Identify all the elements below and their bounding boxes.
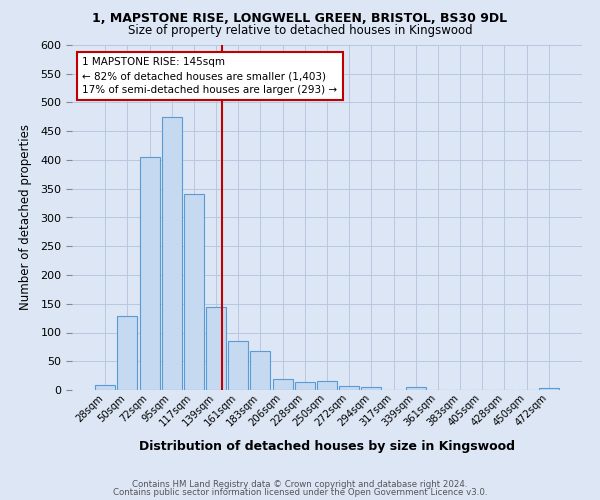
Bar bbox=[317, 381, 337, 390]
Bar bbox=[539, 388, 559, 390]
Text: Contains HM Land Registry data © Crown copyright and database right 2024.: Contains HM Land Registry data © Crown c… bbox=[132, 480, 468, 489]
Bar bbox=[95, 386, 115, 390]
Text: 1, MAPSTONE RISE, LONGWELL GREEN, BRISTOL, BS30 9DL: 1, MAPSTONE RISE, LONGWELL GREEN, BRISTO… bbox=[92, 12, 508, 26]
Bar bbox=[162, 117, 182, 390]
Bar bbox=[206, 306, 226, 390]
Bar bbox=[118, 316, 137, 390]
Text: 1 MAPSTONE RISE: 145sqm
← 82% of detached houses are smaller (1,403)
17% of semi: 1 MAPSTONE RISE: 145sqm ← 82% of detache… bbox=[82, 57, 337, 95]
Bar bbox=[250, 351, 271, 390]
Bar bbox=[140, 157, 160, 390]
Text: Size of property relative to detached houses in Kingswood: Size of property relative to detached ho… bbox=[128, 24, 472, 37]
Bar bbox=[184, 194, 204, 390]
Bar bbox=[272, 378, 293, 390]
Bar bbox=[406, 387, 426, 390]
Bar bbox=[228, 341, 248, 390]
Bar bbox=[361, 387, 382, 390]
Bar bbox=[339, 386, 359, 390]
Y-axis label: Number of detached properties: Number of detached properties bbox=[19, 124, 32, 310]
X-axis label: Distribution of detached houses by size in Kingswood: Distribution of detached houses by size … bbox=[139, 440, 515, 452]
Bar bbox=[295, 382, 315, 390]
Text: Contains public sector information licensed under the Open Government Licence v3: Contains public sector information licen… bbox=[113, 488, 487, 497]
